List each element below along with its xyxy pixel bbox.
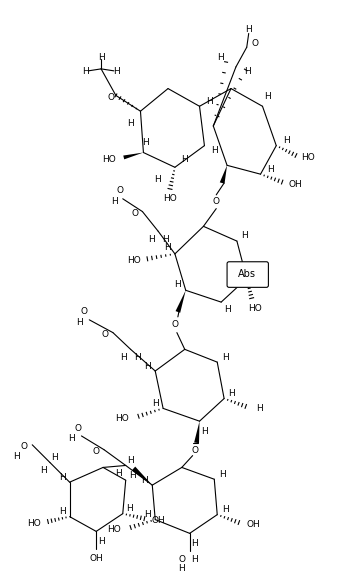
Text: H: H bbox=[52, 453, 58, 462]
Text: H: H bbox=[222, 353, 228, 362]
Text: OH: OH bbox=[247, 520, 260, 529]
Text: H: H bbox=[148, 235, 155, 244]
Text: H: H bbox=[142, 138, 149, 147]
Text: H: H bbox=[127, 456, 134, 465]
Text: H: H bbox=[206, 97, 213, 106]
Text: H: H bbox=[164, 244, 171, 252]
Polygon shape bbox=[194, 421, 200, 443]
Text: H: H bbox=[244, 67, 251, 76]
Text: H: H bbox=[126, 505, 133, 513]
Text: H: H bbox=[283, 136, 290, 145]
Text: H: H bbox=[228, 389, 235, 398]
Text: H: H bbox=[181, 155, 188, 164]
Text: O: O bbox=[213, 197, 220, 206]
Text: O: O bbox=[93, 447, 100, 456]
Text: H: H bbox=[219, 470, 225, 479]
Text: H: H bbox=[13, 452, 20, 461]
Text: O: O bbox=[172, 320, 178, 329]
Text: H: H bbox=[68, 434, 75, 443]
Text: H: H bbox=[120, 353, 127, 362]
Text: O: O bbox=[81, 307, 88, 316]
Text: H: H bbox=[245, 25, 252, 34]
Text: H: H bbox=[59, 507, 66, 516]
Text: H: H bbox=[98, 53, 104, 62]
Text: H: H bbox=[98, 537, 104, 546]
Text: O: O bbox=[178, 555, 185, 565]
Text: O: O bbox=[191, 446, 198, 455]
Text: HO: HO bbox=[248, 304, 261, 312]
Text: H: H bbox=[114, 67, 120, 76]
Text: H: H bbox=[116, 469, 122, 478]
Text: H: H bbox=[129, 471, 136, 480]
Text: OH: OH bbox=[151, 516, 165, 525]
Text: H: H bbox=[144, 510, 151, 519]
Text: Abs: Abs bbox=[238, 269, 256, 279]
Text: O: O bbox=[75, 423, 82, 432]
Text: H: H bbox=[144, 362, 151, 371]
Text: H: H bbox=[201, 427, 208, 435]
Text: O: O bbox=[21, 442, 28, 451]
Text: HO: HO bbox=[301, 153, 315, 162]
Text: H: H bbox=[40, 466, 46, 475]
Polygon shape bbox=[220, 165, 227, 184]
Text: O: O bbox=[107, 93, 115, 102]
Text: H: H bbox=[267, 165, 274, 174]
Text: H: H bbox=[217, 53, 223, 62]
Text: HO: HO bbox=[163, 194, 177, 203]
Text: HO: HO bbox=[115, 414, 128, 423]
Polygon shape bbox=[123, 153, 143, 160]
Text: HO: HO bbox=[107, 525, 121, 534]
Text: H: H bbox=[134, 353, 141, 362]
Text: HO: HO bbox=[127, 256, 140, 265]
Text: H: H bbox=[175, 280, 181, 289]
Text: H: H bbox=[211, 146, 218, 155]
Text: H: H bbox=[264, 92, 271, 101]
Text: H: H bbox=[256, 404, 263, 413]
Text: H: H bbox=[251, 268, 258, 277]
Text: H: H bbox=[127, 118, 134, 128]
Text: HO: HO bbox=[27, 519, 41, 528]
Text: O: O bbox=[251, 39, 258, 48]
Text: H: H bbox=[241, 231, 248, 240]
Text: H: H bbox=[224, 305, 231, 315]
Text: H: H bbox=[178, 565, 185, 572]
Text: OH: OH bbox=[89, 554, 103, 563]
Text: H: H bbox=[154, 174, 161, 184]
Text: H: H bbox=[59, 473, 66, 482]
Text: HO: HO bbox=[102, 155, 116, 164]
Text: H: H bbox=[191, 539, 198, 548]
Text: H: H bbox=[162, 235, 168, 244]
Text: H: H bbox=[191, 555, 198, 565]
Text: O: O bbox=[116, 186, 123, 196]
Text: H: H bbox=[76, 318, 83, 327]
Text: H: H bbox=[82, 67, 89, 76]
Polygon shape bbox=[132, 467, 152, 485]
Text: O: O bbox=[102, 330, 108, 339]
Text: H: H bbox=[222, 505, 228, 514]
Text: OH: OH bbox=[288, 180, 302, 189]
Text: O: O bbox=[131, 209, 138, 218]
Polygon shape bbox=[176, 291, 186, 313]
Text: H: H bbox=[112, 197, 118, 206]
FancyBboxPatch shape bbox=[227, 262, 268, 287]
Text: H: H bbox=[152, 399, 159, 408]
Text: H: H bbox=[141, 476, 148, 484]
